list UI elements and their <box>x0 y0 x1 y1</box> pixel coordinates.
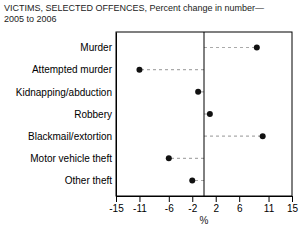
x-tick-mark <box>116 196 117 202</box>
title: VICTIMS, SELECTED OFFENCES, Percent chan… <box>4 3 264 24</box>
y-tick: Attempted murder <box>32 64 116 75</box>
x-tick-mark <box>292 196 293 202</box>
zero-line <box>204 32 205 196</box>
y-tick-label: Murder <box>80 42 112 53</box>
x-tick: -11 <box>133 196 147 214</box>
x-tick: -6 <box>165 196 174 214</box>
x-axis-line <box>117 197 293 203</box>
x-tick-label: 2 <box>213 203 219 214</box>
x-tick-label: -11 <box>133 203 147 214</box>
x-tick-mark <box>216 196 217 202</box>
dot <box>136 67 142 73</box>
title-line: VICTIMS, SELECTED OFFENCES, Percent chan… <box>4 3 264 13</box>
title-line: 2005 to 2006 <box>4 14 57 24</box>
y-tick: Blackmail/extortion <box>28 131 116 142</box>
stem <box>204 47 257 48</box>
x-tick: 2 <box>213 196 219 214</box>
x-tick-mark <box>139 196 140 202</box>
y-tick: Other theft <box>65 175 116 186</box>
x-tick-mark <box>239 196 240 202</box>
x-tick: -2 <box>188 196 197 214</box>
y-tick-label: Kidnapping/abduction <box>16 87 112 98</box>
dot <box>254 45 260 51</box>
x-tick-label: 6 <box>237 203 243 214</box>
dot <box>189 177 195 183</box>
dot <box>260 133 266 139</box>
y-tick-label: Attempted murder <box>32 64 113 75</box>
y-axis: Murder Attempted murder Kidnapping/abducti… <box>16 33 117 197</box>
x-tick-label: -15 <box>109 203 124 214</box>
y-tick: Robbery <box>74 109 116 120</box>
x-label: % <box>200 215 209 226</box>
x-tick: 11 <box>264 196 275 214</box>
dot <box>195 89 201 95</box>
y-tick: Kidnapping/abduction <box>16 87 116 98</box>
x-tick-mark <box>192 196 193 202</box>
stem <box>204 136 263 137</box>
x-tick: -15 <box>109 196 124 214</box>
chart-svg: VICTIMS, SELECTED OFFENCES, Percent chan… <box>0 0 302 227</box>
y-tick-label: Other theft <box>65 175 112 186</box>
x-axis: -15 -11 -6 -2 2 6 11 15 <box>109 196 298 214</box>
x-tick-mark <box>269 196 270 202</box>
x-tick: 6 <box>237 196 243 214</box>
x-tick-label: 15 <box>287 203 299 214</box>
stem <box>169 158 204 159</box>
x-tick: 15 <box>287 196 299 214</box>
y-tick-label: Robbery <box>74 109 112 120</box>
x-tick-mark <box>169 196 170 202</box>
dot <box>207 111 213 117</box>
y-tick: Murder <box>80 42 116 53</box>
y-tick-label: Blackmail/extortion <box>28 131 112 142</box>
dot <box>166 155 172 161</box>
chart-container: VICTIMS, SELECTED OFFENCES, Percent chan… <box>0 0 302 227</box>
plot-frame <box>116 32 292 196</box>
y-tick-label: Motor vehicle theft <box>30 153 112 164</box>
x-tick-label: -6 <box>165 203 174 214</box>
x-tick-label: 11 <box>264 203 275 214</box>
stem <box>139 69 204 70</box>
marks <box>136 32 265 196</box>
x-tick-label: -2 <box>188 203 197 214</box>
plot: -15 -11 -6 -2 2 6 11 15 Murder Attempted murder Ki… <box>16 32 299 226</box>
y-tick: Motor vehicle theft <box>30 153 116 164</box>
